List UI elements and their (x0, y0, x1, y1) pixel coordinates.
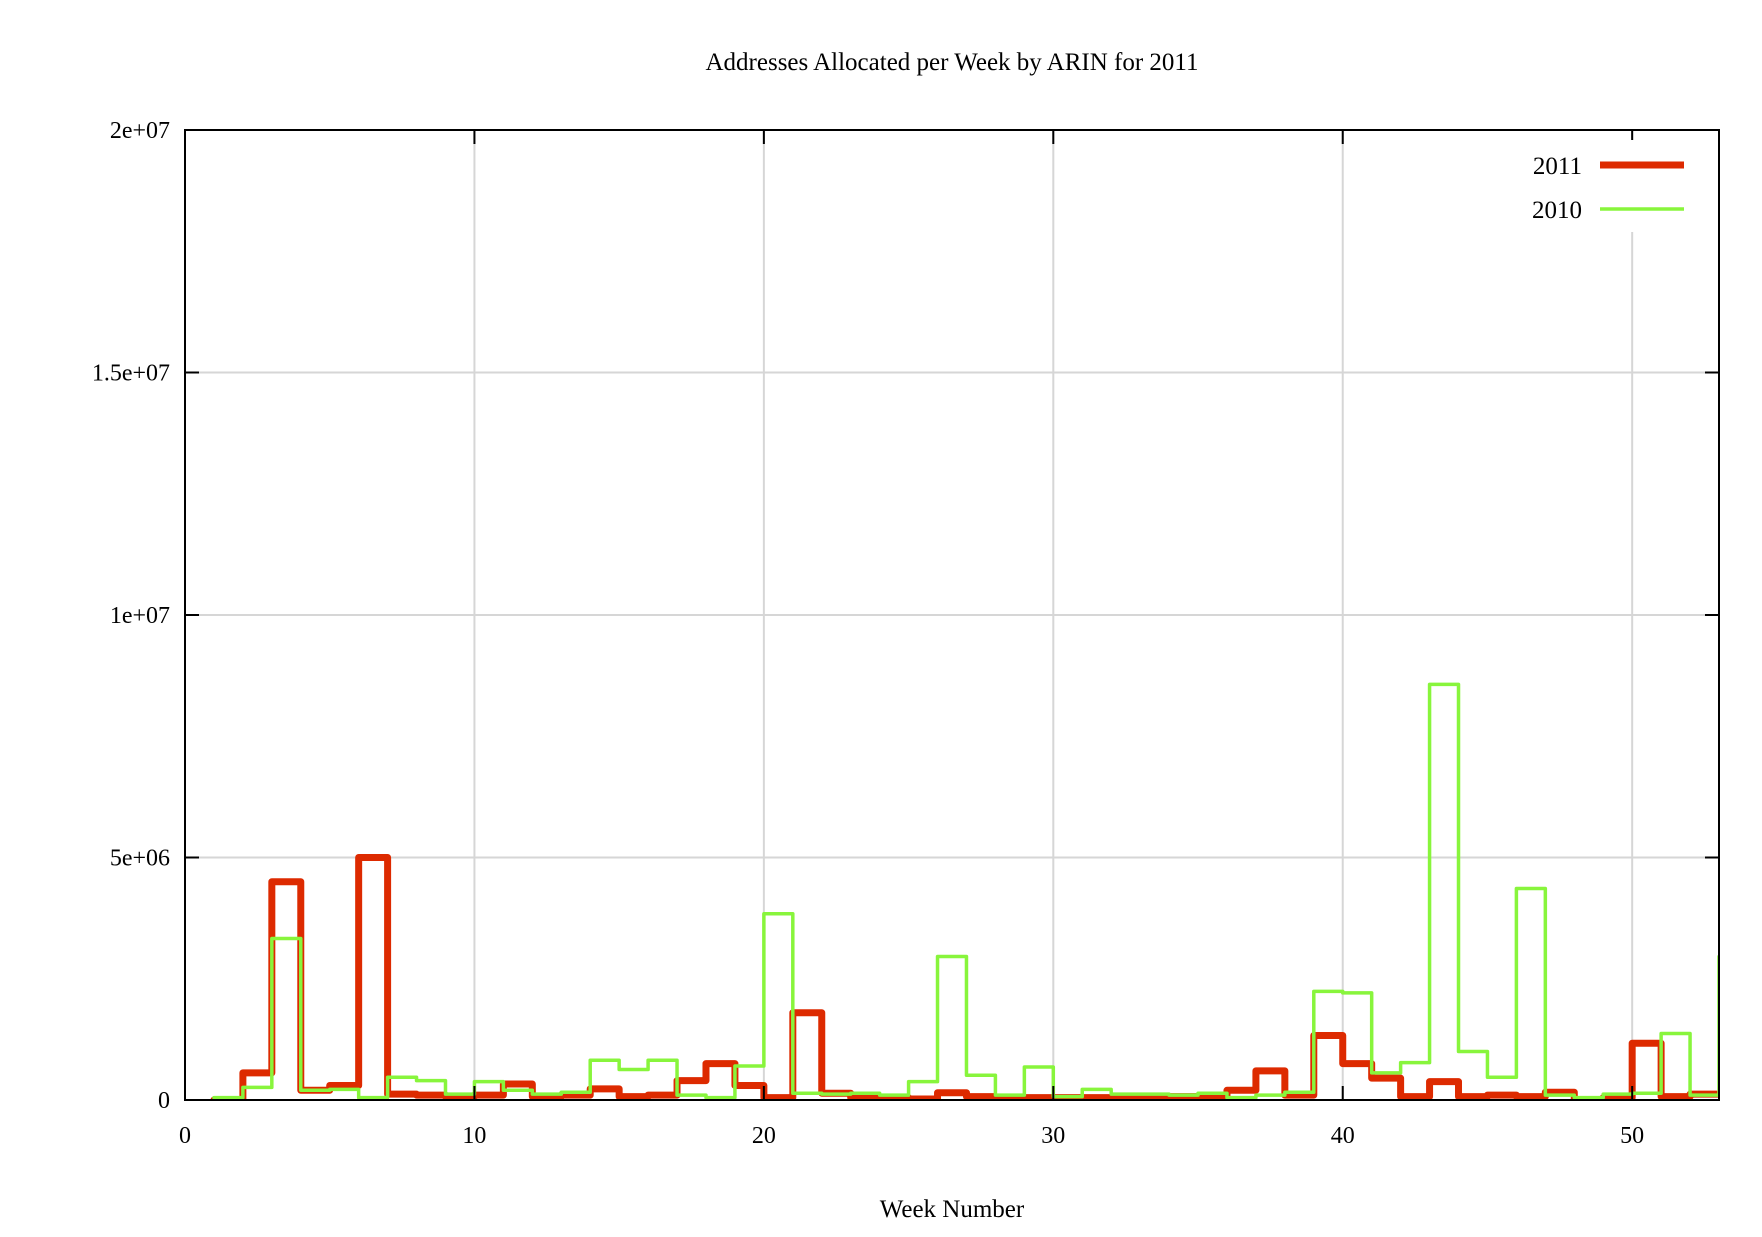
x-axis-label: Week Number (880, 1196, 1025, 1223)
ticks: 0 10 20 30 40 50 0 5e+06 1e+07 1.5e+07 2e+07 (92, 118, 1719, 1149)
legend-label-2011: 2011 (1533, 153, 1582, 180)
x-tick-label: 40 (1331, 1123, 1355, 1149)
y-tick-label: 5e+06 (110, 846, 170, 872)
legend: 2011 2010 (1532, 140, 1710, 232)
grid (185, 130, 1719, 1100)
series-line-2010 (212, 682, 1719, 1100)
y-tick-label: 2e+07 (110, 118, 170, 144)
x-tick-label: 0 (179, 1123, 191, 1149)
legend-background (1540, 140, 1710, 232)
x-tick-label: 50 (1620, 1123, 1644, 1149)
y-tick-label: 1e+07 (110, 603, 170, 629)
x-tick-label: 10 (462, 1123, 486, 1149)
x-tick-label: 20 (752, 1123, 776, 1149)
series-line-2011 (210, 854, 1719, 1100)
x-tick-label: 30 (1041, 1123, 1065, 1149)
y-tick-label: 0 (158, 1088, 170, 1114)
y-tick-label: 1.5e+07 (92, 361, 170, 387)
series-group (210, 682, 1719, 1100)
chart-title: Addresses Allocated per Week by ARIN for… (705, 49, 1198, 76)
legend-label-2010: 2010 (1532, 197, 1582, 224)
